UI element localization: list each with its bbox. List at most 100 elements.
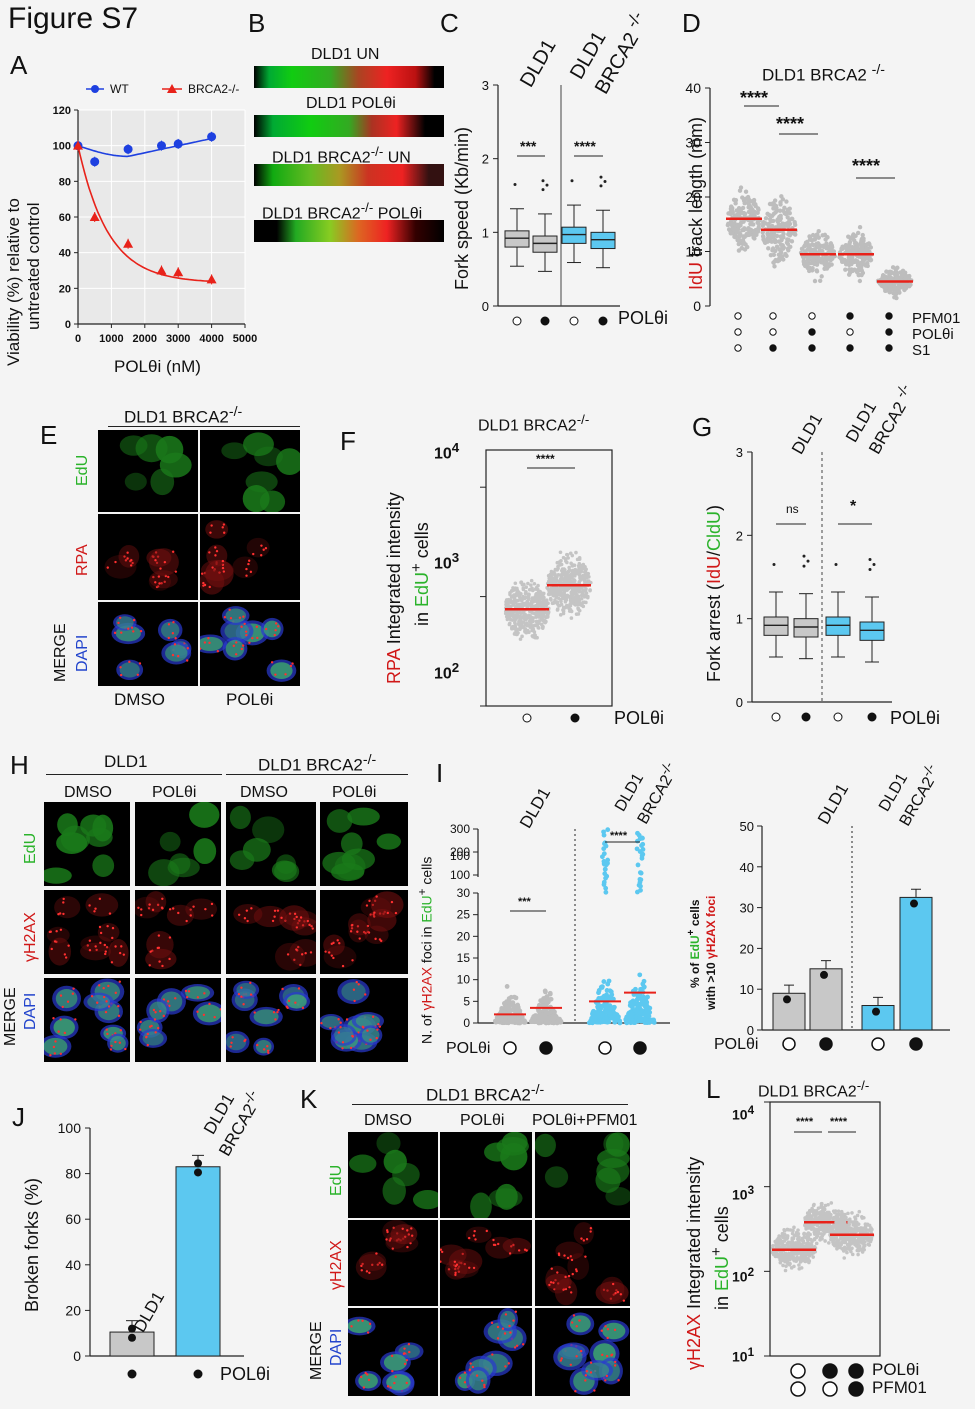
panel-f-point [572,586,577,591]
focus [308,923,311,927]
panel-f-point [540,603,545,608]
panel-d-point [733,229,739,234]
panel-i-point [504,1006,509,1012]
panel-e-img-rpa-dmso [98,514,198,600]
panel-i-point [646,1017,652,1023]
panel-f-point [526,594,531,599]
panel-i-point [547,1018,553,1023]
panel-l-point [845,1250,849,1255]
panel-i-point [641,1011,647,1017]
panel-d-point [733,197,739,203]
panel-l-point [821,1223,826,1228]
panel-i-point [517,1020,523,1026]
panel-i-point [511,1013,517,1019]
panel-f-point [511,586,515,590]
panel-l-point [802,1249,806,1253]
nucleus [334,853,366,880]
panel-d-point [829,248,834,253]
panel-i-point [598,996,604,1002]
panel-i-point [628,1000,633,1006]
panel-d-point [867,253,872,258]
panel-l-point [842,1227,847,1232]
focus [209,531,212,534]
panel-l-point [821,1208,826,1213]
nucleus [145,948,177,970]
panel-f-point [566,556,570,560]
focus [230,1041,233,1044]
focus [360,1269,363,1272]
panel-l-point [826,1227,831,1232]
panel-l-point [856,1240,861,1245]
panel-d-point [728,231,733,236]
focus [147,907,151,910]
panel-c-outlier [603,180,607,184]
nucleus [124,472,147,491]
panel-i-point [498,1013,504,1019]
panel-d-point [831,249,837,254]
panel-l-point [786,1241,791,1245]
panel-f-point [533,597,538,602]
focus [62,901,65,904]
panel-f-point [586,571,591,576]
panel-f-point [543,601,547,606]
panel-i-point [595,1004,601,1010]
panel-i-point [629,1017,634,1022]
panel-f-point [567,606,571,611]
panel-l-point [857,1228,861,1233]
panel-f-point [519,615,524,619]
panel-f-point [513,613,517,618]
panel-i-point [509,1017,514,1023]
panel-l-point [776,1243,781,1247]
panel-f-point [576,563,581,568]
focus [208,1002,211,1006]
panel-f-point [577,565,581,569]
panel-f-point [576,568,580,573]
panel-l-point [828,1215,833,1220]
panel-d-point [772,198,778,203]
panel-f-point [565,594,569,599]
panel-l-sig-1: **** [796,1116,814,1128]
focus [375,895,378,898]
focus [368,1322,372,1326]
panel-d-point [850,268,856,274]
panel-k-img-r1c1 [348,1132,438,1218]
panel-d-row-pfm01: PFM01 [912,310,961,327]
focus [507,1362,510,1365]
panel-l-point [791,1241,795,1246]
panel-l-point [803,1255,808,1259]
panel-d-point [887,284,893,289]
panel-l-point [857,1209,862,1214]
panel-d-point [771,211,777,217]
nucleus [370,891,404,919]
panel-d-point [887,276,893,281]
panel-c-outlier [599,175,603,179]
panel-f-point [514,627,519,632]
panel-i-point [500,1018,506,1024]
focus [611,1282,615,1286]
panel-l-point [838,1219,842,1223]
panel-l-point [829,1226,833,1230]
panel-i-point [630,1004,635,1010]
panel-f-point [584,587,588,591]
panel-f-point [520,605,524,610]
nucleus-overlay [569,1315,591,1333]
panel-f-point [521,610,526,615]
panel-i-point [614,1015,620,1021]
panel-i-point [548,1014,554,1020]
panel-d-point [859,246,864,251]
panel-i-point [625,1020,630,1025]
panel-g-outlier [772,563,776,566]
panel-l-point [770,1246,775,1251]
panel-e-img-rpa-polqi [200,514,300,600]
panel-l-point [782,1239,787,1243]
panel-d-point [892,278,897,284]
panel-f-title: DLD1 BRCA2-/- [478,412,590,435]
panel-l-point [814,1241,819,1246]
panel-i-point [557,1019,563,1025]
panel-d-point [882,285,887,291]
panel-l-point [814,1231,819,1235]
panel-i-point [504,999,510,1005]
panel-l-point [853,1226,857,1230]
panel-d-point [851,232,856,237]
panel-f-point [509,600,514,605]
